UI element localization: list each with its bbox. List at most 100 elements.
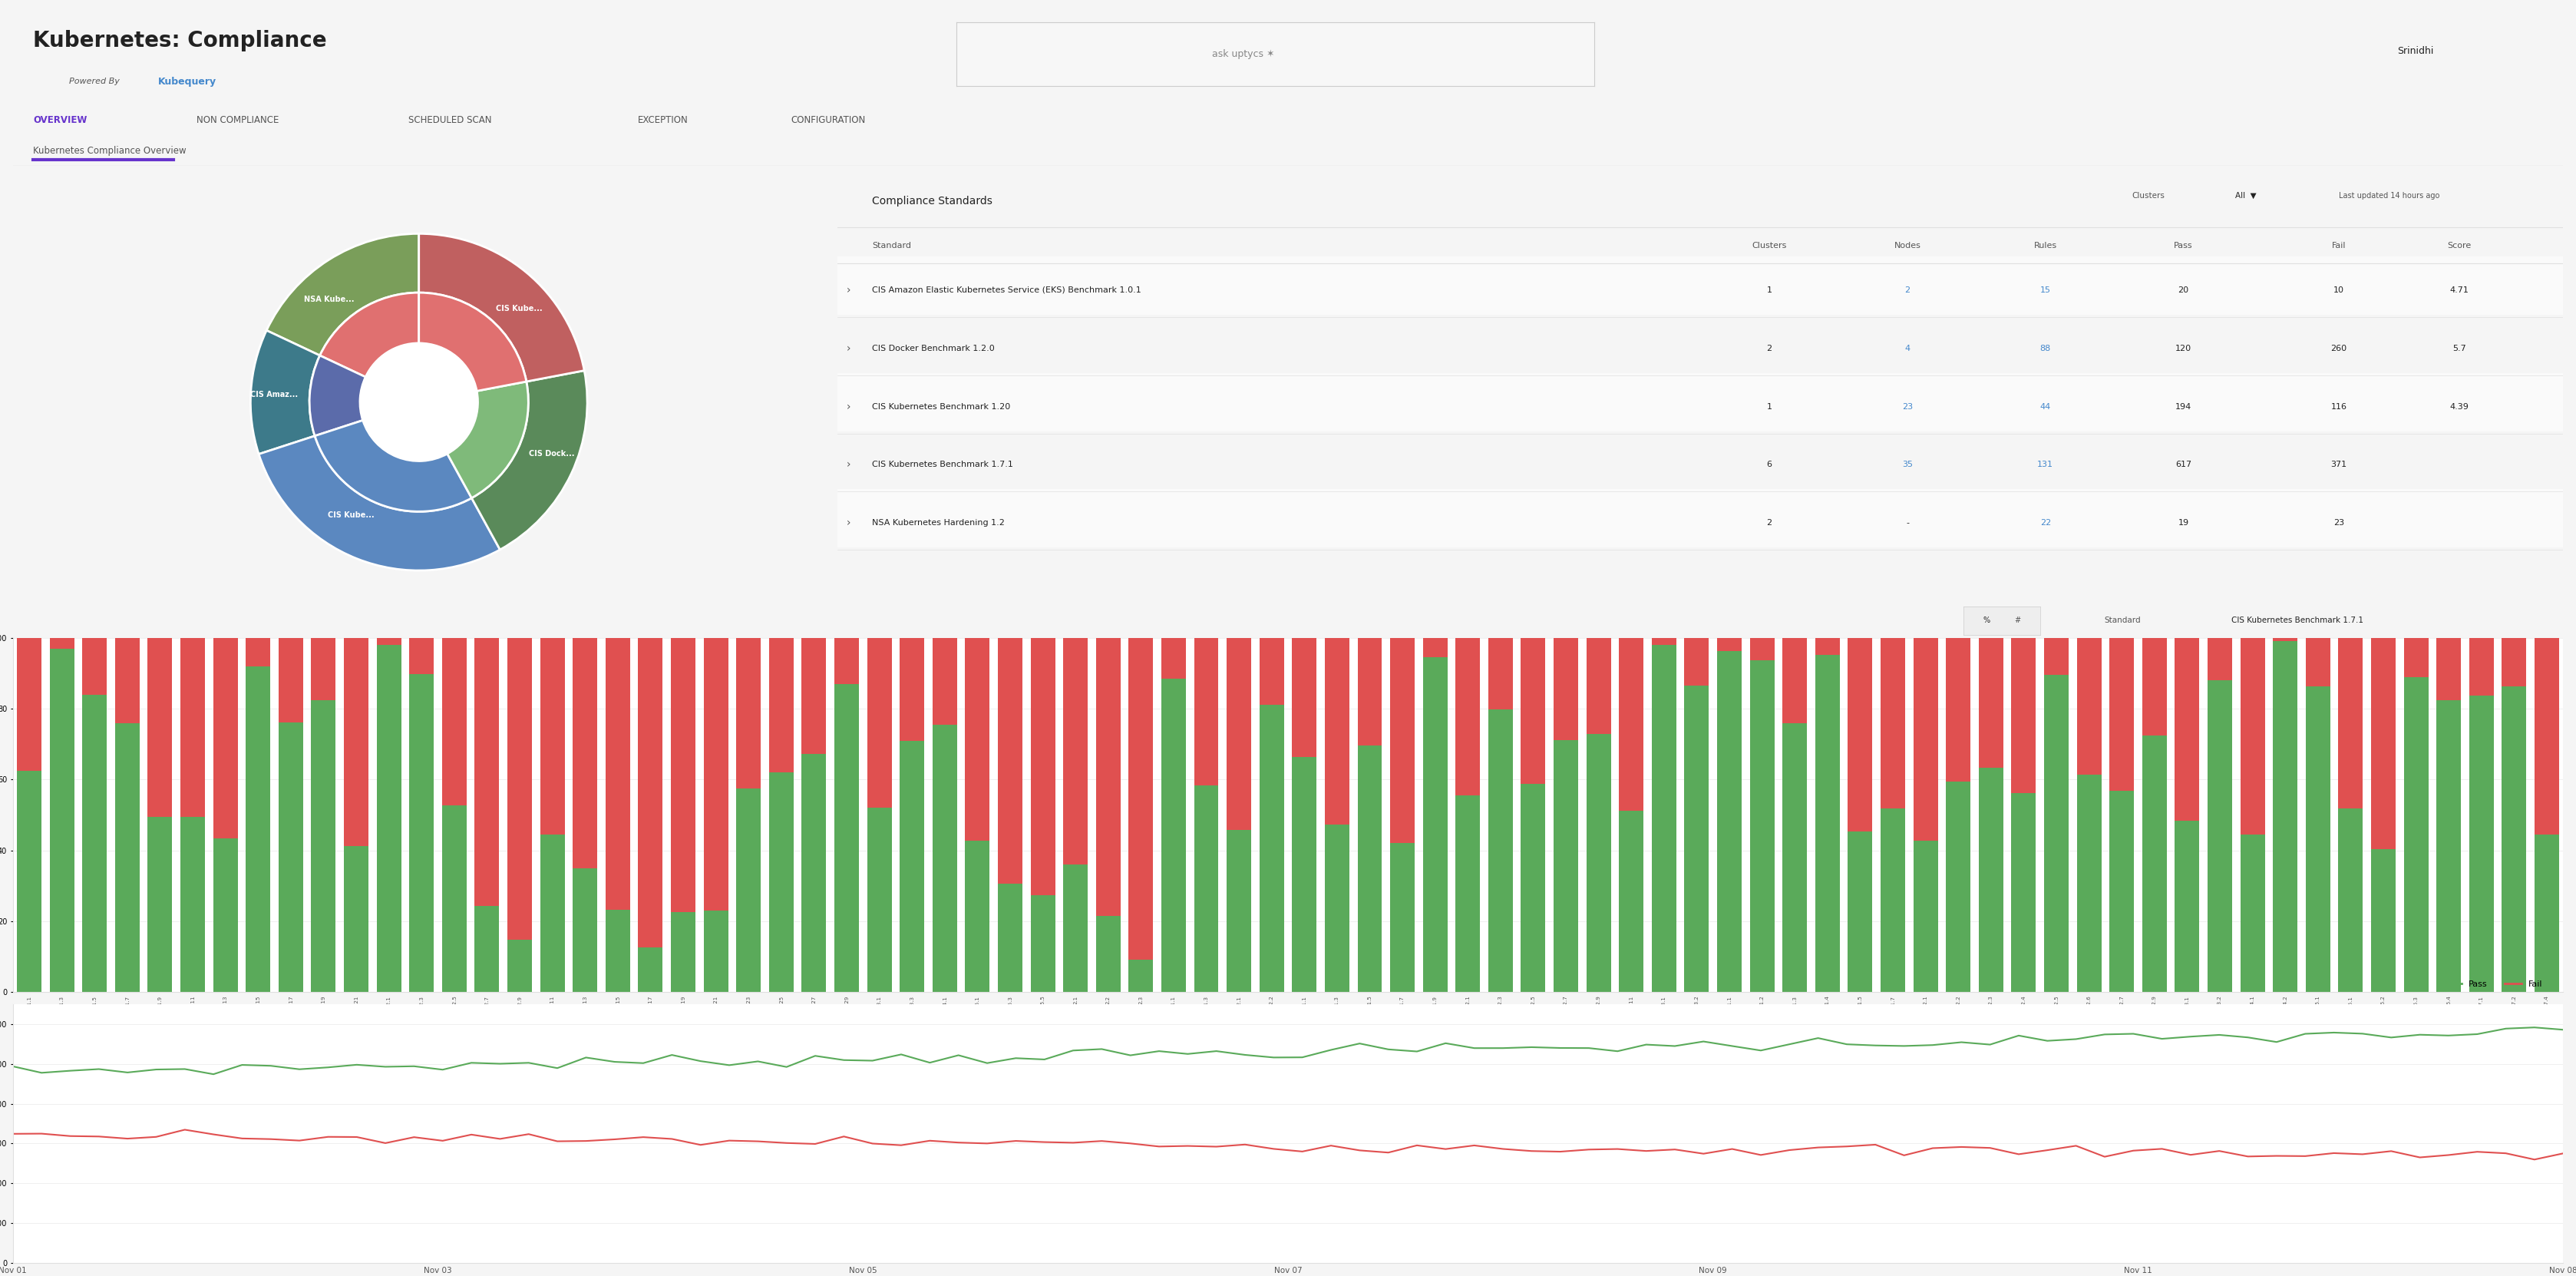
Bar — [1095, 638, 1121, 916]
Bar — [2306, 686, 2331, 991]
Text: 260: 260 — [2331, 345, 2347, 352]
Bar — [1651, 638, 1677, 644]
Text: SCHEDULED SCAN: SCHEDULED SCAN — [407, 115, 492, 125]
Text: 23: 23 — [1901, 403, 1914, 411]
Bar — [801, 638, 827, 754]
Bar — [1783, 723, 1806, 991]
Text: Kubernetes Compliance Overview: Kubernetes Compliance Overview — [33, 145, 185, 156]
Text: ›: › — [845, 401, 850, 412]
Bar — [49, 648, 75, 991]
Text: 2: 2 — [1767, 345, 1772, 352]
Text: 131: 131 — [2038, 461, 2053, 468]
Text: 1: 1 — [1767, 403, 1772, 411]
Bar — [1978, 768, 2004, 991]
Bar — [1783, 638, 1806, 723]
Bar — [2241, 835, 2264, 991]
Text: Rules: Rules — [2035, 241, 2058, 249]
Bar — [376, 638, 402, 644]
Bar — [1064, 638, 1087, 864]
Text: All  ▼: All ▼ — [2236, 191, 2257, 199]
Bar — [1945, 781, 1971, 991]
Bar — [2174, 638, 2200, 820]
Bar — [2370, 849, 2396, 991]
Bar — [1391, 638, 1414, 843]
Bar — [180, 638, 206, 817]
Text: 2: 2 — [1904, 286, 1911, 293]
Bar — [2045, 638, 2069, 675]
Bar — [1455, 638, 1481, 795]
Bar — [1718, 638, 1741, 651]
Bar — [1651, 644, 1677, 991]
Bar — [2272, 641, 2298, 991]
Bar — [345, 638, 368, 846]
Bar — [2306, 638, 2331, 686]
Text: 617: 617 — [2174, 461, 2192, 468]
Bar — [770, 772, 793, 991]
Bar — [2403, 678, 2429, 991]
Text: 6: 6 — [1767, 461, 1772, 468]
Text: 19: 19 — [2179, 519, 2190, 527]
Bar — [899, 741, 925, 991]
Bar — [966, 638, 989, 841]
Bar — [835, 684, 858, 991]
FancyBboxPatch shape — [837, 373, 2563, 431]
Bar — [541, 638, 564, 835]
Bar — [474, 906, 500, 991]
Bar — [2370, 638, 2396, 849]
Bar — [1749, 638, 1775, 661]
Bar — [2076, 775, 2102, 991]
Bar — [2241, 638, 2264, 835]
Bar — [49, 638, 75, 648]
Bar — [443, 638, 466, 805]
Bar — [278, 638, 304, 722]
Text: Pass: Pass — [2174, 241, 2192, 249]
Bar — [541, 835, 564, 991]
Bar — [2535, 835, 2558, 991]
Text: Kubequery: Kubequery — [157, 77, 216, 87]
Bar — [2470, 638, 2494, 695]
Text: ›: › — [845, 518, 850, 528]
Bar — [899, 638, 925, 741]
Bar — [1324, 824, 1350, 991]
Bar — [605, 910, 631, 991]
Text: 44: 44 — [2040, 403, 2050, 411]
Bar — [770, 638, 793, 772]
Bar — [1455, 795, 1481, 991]
Bar — [933, 725, 956, 991]
Text: Fail: Fail — [2331, 241, 2347, 249]
Bar — [1718, 651, 1741, 991]
Text: Kubernetes: Compliance: Kubernetes: Compliance — [33, 29, 327, 51]
Bar — [1816, 655, 1839, 991]
Text: EXCEPTION: EXCEPTION — [639, 115, 688, 125]
Text: 20: 20 — [2179, 286, 2190, 293]
Text: CIS Kubernetes Benchmark 1.7.1: CIS Kubernetes Benchmark 1.7.1 — [873, 461, 1012, 468]
Text: 194: 194 — [2174, 403, 2192, 411]
Text: 23: 23 — [2334, 519, 2344, 527]
Bar — [1587, 638, 1610, 735]
Bar — [1128, 638, 1154, 960]
Bar — [2110, 638, 2133, 791]
Bar — [312, 701, 335, 991]
Text: NON COMPLIANCE: NON COMPLIANCE — [196, 115, 278, 125]
Text: OVERVIEW: OVERVIEW — [33, 115, 88, 125]
Bar — [1422, 638, 1448, 657]
Bar — [1422, 657, 1448, 991]
Bar — [1293, 757, 1316, 991]
Bar — [82, 695, 106, 991]
Text: 116: 116 — [2331, 403, 2347, 411]
Text: 10: 10 — [2334, 286, 2344, 293]
Text: CIS Amazon Elastic Kubernetes Service (EKS) Benchmark 1.0.1: CIS Amazon Elastic Kubernetes Service (E… — [873, 286, 1141, 293]
Bar — [474, 638, 500, 906]
Text: Powered By: Powered By — [70, 78, 118, 85]
Bar — [868, 638, 891, 808]
Text: ›: › — [845, 459, 850, 470]
Bar — [2143, 638, 2166, 735]
Bar — [1128, 960, 1154, 991]
Bar — [835, 638, 858, 684]
Bar — [737, 789, 760, 991]
Bar — [605, 638, 631, 910]
Text: 88: 88 — [2040, 345, 2050, 352]
Text: 15: 15 — [2040, 286, 2050, 293]
Bar — [1816, 638, 1839, 655]
Bar — [1914, 638, 1937, 841]
